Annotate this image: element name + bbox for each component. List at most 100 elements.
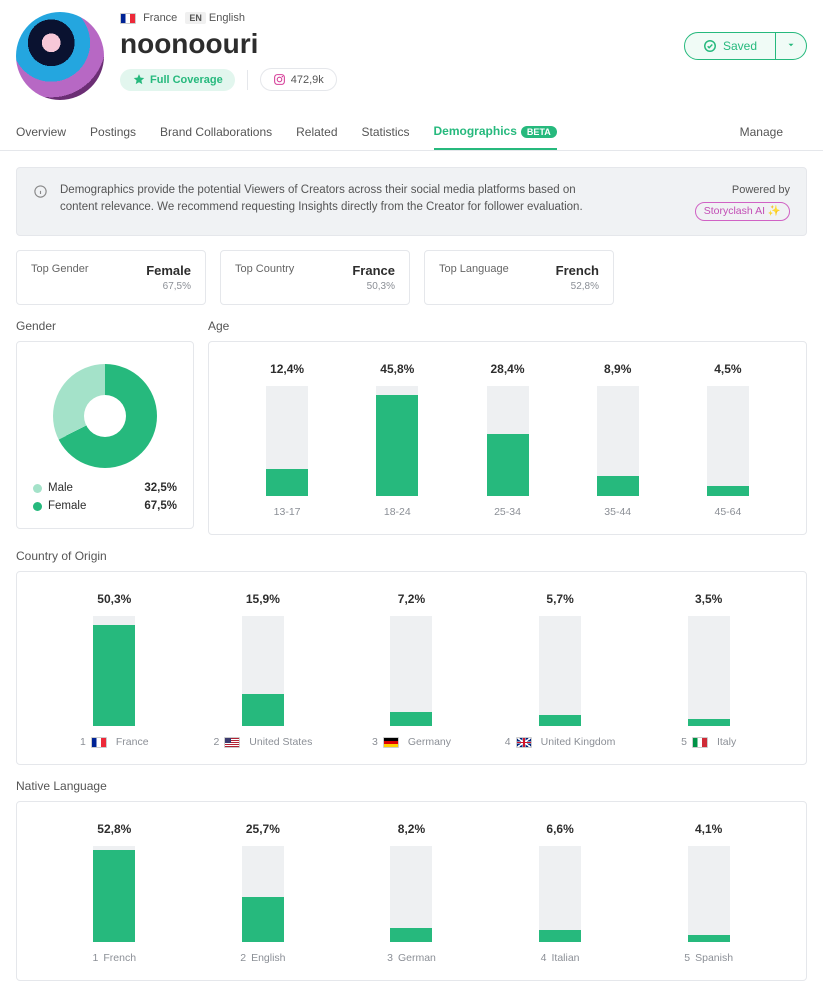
bar-item: 45,8% 18-24 bbox=[345, 362, 449, 518]
info-banner-right: Powered by Storyclash AI ✨ bbox=[695, 182, 790, 221]
bar-label-text: 13-17 bbox=[274, 506, 301, 518]
summary-card: Top LanguageFrench52,8% bbox=[424, 250, 614, 305]
tab-overview[interactable]: Overview bbox=[16, 115, 66, 149]
bar-label-text: 18-24 bbox=[384, 506, 411, 518]
legend-dot-icon bbox=[33, 502, 42, 511]
bar-value: 50,3% bbox=[97, 592, 131, 606]
bar-label: 1France bbox=[80, 736, 149, 748]
full-coverage-label: Full Coverage bbox=[150, 74, 223, 86]
bar-rank: 3 bbox=[387, 952, 393, 964]
tab-brand-collaborations[interactable]: Brand Collaborations bbox=[160, 115, 272, 149]
tab-statistics[interactable]: Statistics bbox=[362, 115, 410, 149]
bar-track bbox=[707, 386, 749, 496]
bar-track bbox=[242, 846, 284, 942]
bar-item: 3,5%5Italy bbox=[637, 592, 780, 748]
bar-value: 45,8% bbox=[380, 362, 414, 376]
bar-item: 4,5%45-64 bbox=[676, 362, 780, 518]
profile-header: France EN English noonoouri Full Coverag… bbox=[0, 0, 823, 100]
saved-button[interactable]: Saved bbox=[684, 32, 776, 60]
info-icon bbox=[33, 184, 48, 199]
bar-item: 52,8%1French bbox=[43, 822, 186, 964]
bar-label-text: German bbox=[398, 952, 436, 964]
summary-value: France50,3% bbox=[352, 263, 395, 292]
bar-label: 3 German bbox=[387, 952, 436, 964]
bar-fill bbox=[390, 928, 432, 942]
bar-label-text: English bbox=[251, 952, 285, 964]
tab-related[interactable]: Related bbox=[296, 115, 337, 149]
badge-divider bbox=[247, 70, 248, 90]
language-bar-chart: 52,8%1French25,7%2English 8,2% 3 German 6,6%… bbox=[33, 818, 790, 964]
lang-pill-icon: EN bbox=[185, 12, 206, 24]
bar-fill bbox=[688, 719, 730, 726]
profile-badges: Full Coverage 472,9k bbox=[120, 68, 668, 91]
full-coverage-badge[interactable]: Full Coverage bbox=[120, 69, 235, 91]
language-card: 52,8%1French25,7%2English 8,2% 3 German 6,6%… bbox=[16, 801, 807, 981]
bar-label: 25-34 bbox=[494, 506, 521, 518]
bar-fill bbox=[242, 694, 284, 726]
bar-label: 2United States bbox=[213, 736, 312, 748]
summary-value: Female67,5% bbox=[146, 263, 191, 292]
bar-value: 5,7% bbox=[546, 592, 573, 606]
bar-item: 5,7% 4United Kingdom bbox=[489, 592, 632, 748]
bar-track bbox=[93, 616, 135, 726]
info-banner: Demographics provide the potential Viewe… bbox=[16, 167, 807, 236]
bar-item: 50,3% 1France bbox=[43, 592, 186, 748]
legend-pct: 67,5% bbox=[144, 500, 177, 512]
bar-track bbox=[539, 616, 581, 726]
bar-label: 35-44 bbox=[604, 506, 631, 518]
storyclash-ai-badge[interactable]: Storyclash AI ✨ bbox=[695, 202, 790, 222]
powered-by-label: Powered by bbox=[695, 182, 790, 199]
bar-item: 8,9%35-44 bbox=[566, 362, 670, 518]
bar-track bbox=[487, 386, 529, 496]
language-title: Native Language bbox=[16, 779, 807, 793]
bar-item: 6,6%4Italian bbox=[489, 822, 632, 964]
language-section: Native Language 52,8%1French25,7%2Englis… bbox=[16, 779, 807, 981]
bar-rank: 3 bbox=[372, 736, 378, 748]
summary-label: Top Country bbox=[235, 263, 294, 275]
age-section: Age 12,4%13-1745,8%18-2428,4%25-348,9%35… bbox=[208, 319, 807, 535]
bar-value: 12,4% bbox=[270, 362, 304, 376]
bar-label: 4United Kingdom bbox=[505, 736, 616, 748]
gender-legend: Male32,5% Female67,5% bbox=[33, 482, 177, 512]
follower-count: 472,9k bbox=[291, 74, 324, 86]
bar-label-text: Germany bbox=[408, 736, 451, 748]
bar-fill bbox=[390, 712, 432, 726]
tab-demographics[interactable]: DemographicsBETA bbox=[434, 114, 557, 150]
chevron-down-icon bbox=[786, 40, 796, 50]
age-title: Age bbox=[208, 319, 807, 333]
profile-tags: France EN English bbox=[120, 12, 668, 24]
check-circle-icon bbox=[703, 39, 717, 53]
country-label: France bbox=[143, 12, 177, 24]
bar-value: 8,2% bbox=[398, 822, 425, 836]
bar-label: 13-17 bbox=[274, 506, 301, 518]
tab-manage[interactable]: Manage bbox=[740, 115, 783, 149]
bar-item: 8,2% 3 German bbox=[340, 822, 483, 964]
legend-row: Male32,5% bbox=[33, 482, 177, 494]
avatar[interactable] bbox=[16, 12, 104, 100]
bar-track bbox=[390, 846, 432, 942]
saved-dropdown-button[interactable] bbox=[776, 32, 807, 60]
bar-track bbox=[688, 846, 730, 942]
bar-item: 7,2% 3 Germany bbox=[340, 592, 483, 748]
bar-item: 25,7%2English bbox=[192, 822, 335, 964]
instagram-followers-badge[interactable]: 472,9k bbox=[260, 68, 337, 91]
profile-header-main: France EN English noonoouri Full Coverag… bbox=[120, 12, 668, 91]
bar-label-text: 35-44 bbox=[604, 506, 631, 518]
bar-label-text: United States bbox=[249, 736, 312, 748]
tab-postings[interactable]: Postings bbox=[90, 115, 136, 149]
bar-fill bbox=[93, 850, 135, 942]
legend-row: Female67,5% bbox=[33, 500, 177, 512]
bar-label: 18-24 bbox=[384, 506, 411, 518]
bar-value: 3,5% bbox=[695, 592, 722, 606]
bar-fill bbox=[376, 395, 418, 496]
saved-label: Saved bbox=[723, 39, 757, 53]
bar-fill bbox=[539, 715, 581, 726]
bar-fill bbox=[539, 930, 581, 942]
bar-rank: 5 bbox=[681, 736, 687, 748]
bar-value: 7,2% bbox=[398, 592, 425, 606]
bar-rank: 5 bbox=[684, 952, 690, 964]
bar-rank: 4 bbox=[541, 952, 547, 964]
bar-track bbox=[390, 616, 432, 726]
bar-fill bbox=[93, 625, 135, 726]
bar-label-text: Spanish bbox=[695, 952, 733, 964]
